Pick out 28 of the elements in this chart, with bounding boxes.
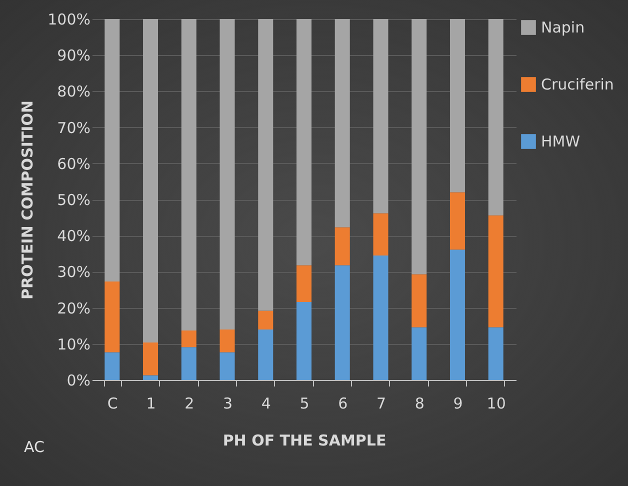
legend-label: Napin (541, 18, 585, 36)
y-tick-label: 30% (57, 263, 90, 282)
text: AC (24, 438, 44, 456)
legend-label: Cruciferin (541, 76, 614, 94)
y-tick-label: 70% (57, 118, 90, 137)
y-tick-label: 80% (57, 82, 90, 101)
x-axis-title: PH OF THE SAMPLE (222, 432, 386, 450)
x-tick-label: 1 (146, 394, 156, 412)
x-tick-label: 6 (338, 394, 348, 412)
y-tick-label: 90% (57, 46, 90, 65)
y-tick-label: 60% (57, 154, 90, 173)
y-tick-label: 50% (57, 191, 90, 209)
y-tick-label: 40% (57, 227, 90, 246)
y-tick-label: 20% (57, 299, 90, 318)
x-tick-label: C (107, 394, 118, 412)
x-tick-label: 5 (300, 394, 310, 412)
x-tick-label: 8 (414, 394, 424, 412)
y-tick-label: 0% (66, 372, 90, 390)
x-tick-label: 4 (261, 394, 271, 412)
y-tick-label: 10% (57, 335, 90, 354)
x-tick-label: 10 (486, 394, 506, 412)
x-tick-label: 2 (184, 394, 194, 412)
y-tick-label: 100% (48, 10, 90, 28)
x-tick-label: 3 (222, 394, 233, 412)
y-axis-title: PROTEIN COMPOSITION (18, 100, 37, 300)
x-tick-label: 7 (376, 394, 386, 412)
x-tick-label: 9 (453, 394, 463, 412)
legend-label: HMW (541, 132, 580, 150)
